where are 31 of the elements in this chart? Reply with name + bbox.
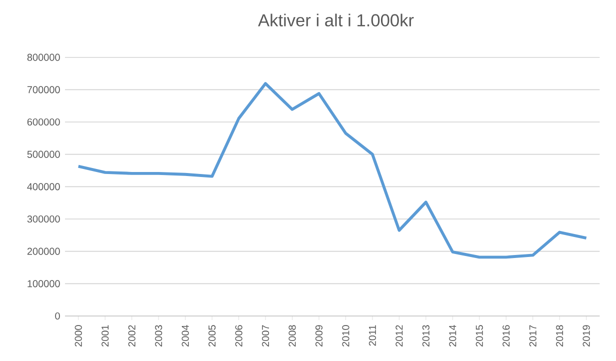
x-tick-label: 2001 (102, 325, 109, 346)
y-tick-label: 700000 (27, 86, 60, 94)
x-tick-label: 2011 (368, 325, 376, 346)
x-tick-label: 2008 (288, 325, 296, 346)
x-tick-label: 2013 (422, 325, 430, 346)
x-tick-label: 2002 (128, 325, 136, 346)
y-tick-label: 0 (55, 312, 60, 320)
x-tick-label: 2016 (502, 325, 510, 346)
y-tick-label: 100000 (28, 280, 60, 288)
x-tick-label: 2004 (182, 325, 189, 346)
chart-title: Aktiver i alt i 1.000kr (258, 14, 414, 26)
y-tick-label: 200000 (27, 248, 60, 255)
x-tick-label: 2009 (315, 325, 323, 346)
x-tick-label: 2007 (262, 325, 270, 346)
y-tick-label: 400000 (27, 183, 60, 190)
x-tick-label: 2012 (396, 325, 403, 346)
x-tick-label: 2010 (342, 325, 350, 346)
x-tick-label: 2005 (208, 325, 216, 346)
x-tick-label: 2017 (529, 325, 536, 346)
y-tick-label: 500000 (27, 150, 60, 158)
x-tick-label: 2014 (449, 325, 456, 346)
line-series (76, 82, 588, 259)
y-tick-label: 600000 (27, 118, 60, 126)
x-tick-label: 2003 (155, 325, 162, 346)
x-tick-label: 2015 (476, 325, 483, 346)
y-tick-label: 300000 (27, 215, 60, 223)
x-tick-label: 2018 (556, 325, 564, 346)
x-tick-label: 2019 (582, 325, 590, 346)
x-tick-label: 2006 (235, 325, 242, 346)
x-tick-label: 2000 (74, 325, 82, 346)
y-tick-label: 800000 (27, 54, 60, 61)
